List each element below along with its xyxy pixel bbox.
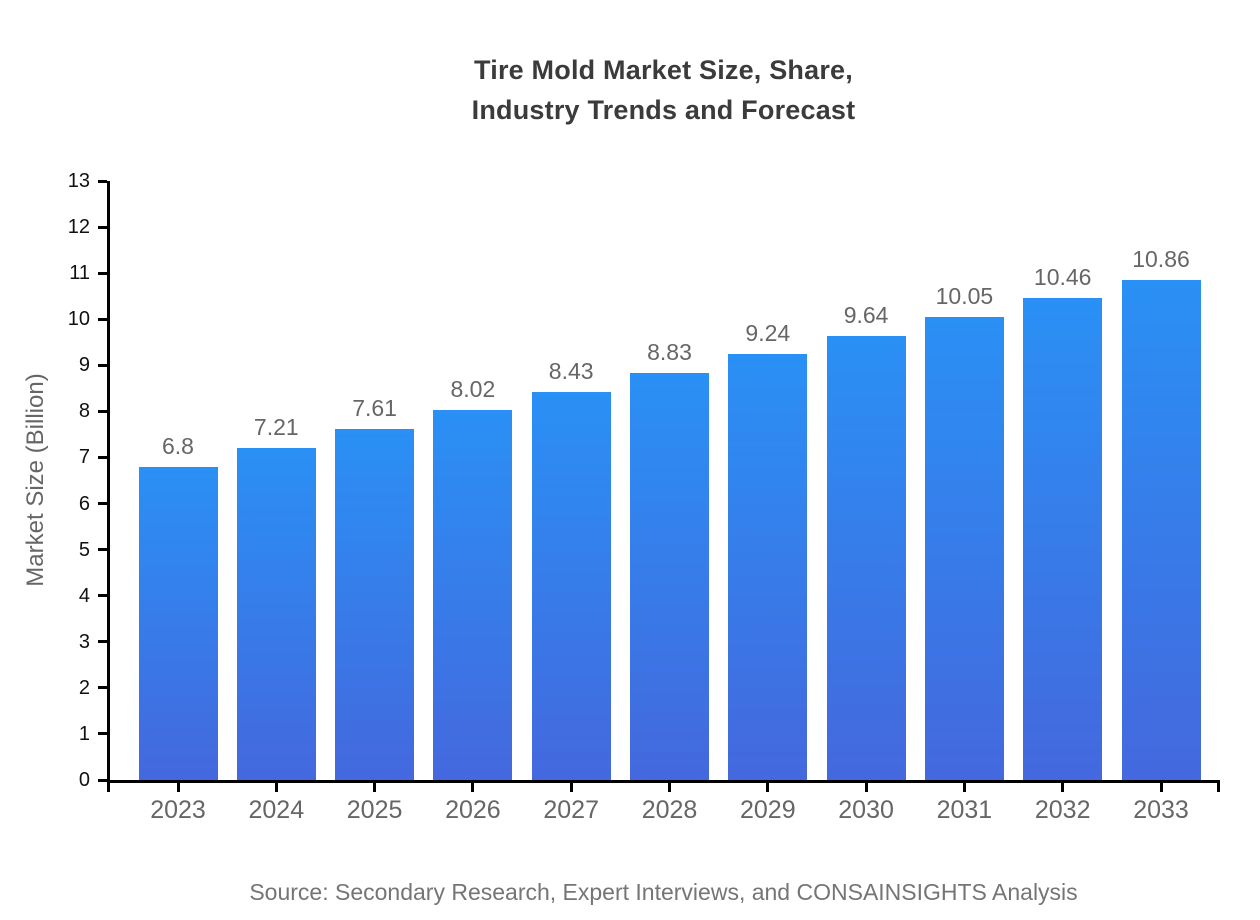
source-note: Source: Secondary Research, Expert Inter… bbox=[249, 879, 1078, 905]
y-tick-label: 7 bbox=[78, 446, 90, 469]
y-tick-label: 11 bbox=[69, 262, 90, 285]
bar-2025 bbox=[335, 429, 415, 780]
x-tick-mark bbox=[766, 783, 770, 792]
x-tick-label: 2033 bbox=[1133, 796, 1189, 824]
bar-value-label: 10.05 bbox=[935, 282, 994, 309]
y-tick-mark bbox=[98, 686, 107, 690]
x-tick-mark bbox=[962, 783, 966, 792]
y-tick-label: 9 bbox=[78, 354, 90, 377]
x-tick-mark bbox=[176, 783, 180, 792]
y-tick-mark bbox=[98, 640, 107, 644]
bar-value-label: 8.83 bbox=[647, 339, 692, 366]
y-tick-label: 4 bbox=[78, 584, 90, 607]
bar-2031 bbox=[924, 316, 1004, 780]
bar-value-label: 10.46 bbox=[1033, 264, 1092, 291]
x-tick-mark bbox=[1061, 783, 1065, 792]
x-tick-label: 2032 bbox=[1034, 796, 1091, 824]
x-tick-label: 2024 bbox=[248, 796, 305, 824]
y-tick-mark bbox=[98, 225, 107, 229]
x-tick-label: 2026 bbox=[445, 796, 501, 824]
bar-2027 bbox=[531, 391, 611, 780]
x-axis-origin-tick bbox=[107, 783, 110, 792]
bar-2030 bbox=[826, 335, 906, 780]
y-tick-mark bbox=[98, 317, 107, 321]
y-tick-label: 12 bbox=[67, 216, 90, 239]
chart-title-line1: Tire Mold Market Size, Share, bbox=[474, 55, 853, 85]
x-tick-label: 2028 bbox=[641, 796, 698, 824]
x-tick-mark bbox=[274, 783, 278, 792]
y-tick-mark bbox=[98, 179, 107, 183]
x-axis-end-tick bbox=[1217, 783, 1220, 792]
bar-2028 bbox=[630, 373, 709, 780]
y-tick-mark bbox=[98, 409, 107, 413]
y-tick-mark bbox=[98, 594, 107, 598]
bar-value-label: 6.8 bbox=[162, 432, 194, 459]
y-tick-label: 5 bbox=[78, 538, 90, 561]
y-tick-mark bbox=[98, 548, 107, 552]
x-tick-mark bbox=[373, 783, 377, 792]
bar-value-label: 8.02 bbox=[450, 376, 496, 403]
x-tick-label: 2025 bbox=[346, 796, 403, 824]
bar-value-label: 9.24 bbox=[745, 320, 791, 347]
y-tick-label: 13 bbox=[67, 170, 90, 192]
bar-2026 bbox=[433, 410, 513, 780]
x-tick-mark bbox=[668, 783, 671, 792]
y-tick-mark bbox=[98, 363, 107, 367]
plot-area: 0 1 2 3 4 5 6 7 8 9 10 11 12 13 6.8 7.21 7.61 8.02 8.43 8.… bbox=[68, 170, 1220, 824]
y-tick-label: 3 bbox=[78, 630, 90, 653]
y-tick-mark bbox=[98, 732, 107, 736]
x-tick-mark bbox=[569, 783, 573, 792]
x-tick-label: 2023 bbox=[150, 796, 206, 824]
y-tick-label: 1 bbox=[78, 722, 90, 745]
x-tick-label: 2030 bbox=[838, 796, 894, 824]
bar-value-label: 7.21 bbox=[253, 413, 299, 440]
y-tick-label: 10 bbox=[67, 308, 90, 331]
x-tick-label: 2027 bbox=[543, 796, 599, 824]
x-tick-mark bbox=[471, 783, 475, 792]
y-tick-mark bbox=[98, 502, 107, 506]
y-tick-mark bbox=[98, 778, 107, 782]
y-tick-label: 6 bbox=[78, 492, 90, 515]
y-tick-mark bbox=[98, 271, 107, 275]
bar-2024 bbox=[236, 447, 316, 780]
y-tick-label: 8 bbox=[78, 400, 90, 423]
bar-value-label: 7.61 bbox=[352, 395, 397, 422]
bar-value-label: 10.86 bbox=[1132, 245, 1190, 272]
y-tick-mark bbox=[98, 455, 107, 459]
chart-title: Tire Mold Market Size, Share, Industry T… bbox=[107, 50, 1220, 130]
bar-2029 bbox=[728, 354, 808, 780]
y-tick-label: 0 bbox=[78, 769, 90, 791]
bar-value-label: 8.43 bbox=[548, 357, 594, 384]
y-tick-label: 2 bbox=[78, 676, 90, 699]
x-tick-mark bbox=[864, 783, 868, 792]
bar-2023 bbox=[138, 466, 218, 780]
chart-title-line2: Industry Trends and Forecast bbox=[471, 95, 856, 125]
bar-value-label: 9.64 bbox=[843, 301, 889, 328]
bar-2032 bbox=[1023, 298, 1103, 780]
x-tick-mark bbox=[1159, 783, 1163, 792]
x-tick-label: 2031 bbox=[936, 796, 993, 824]
bar-2033 bbox=[1121, 279, 1201, 780]
x-tick-label: 2029 bbox=[739, 796, 796, 824]
